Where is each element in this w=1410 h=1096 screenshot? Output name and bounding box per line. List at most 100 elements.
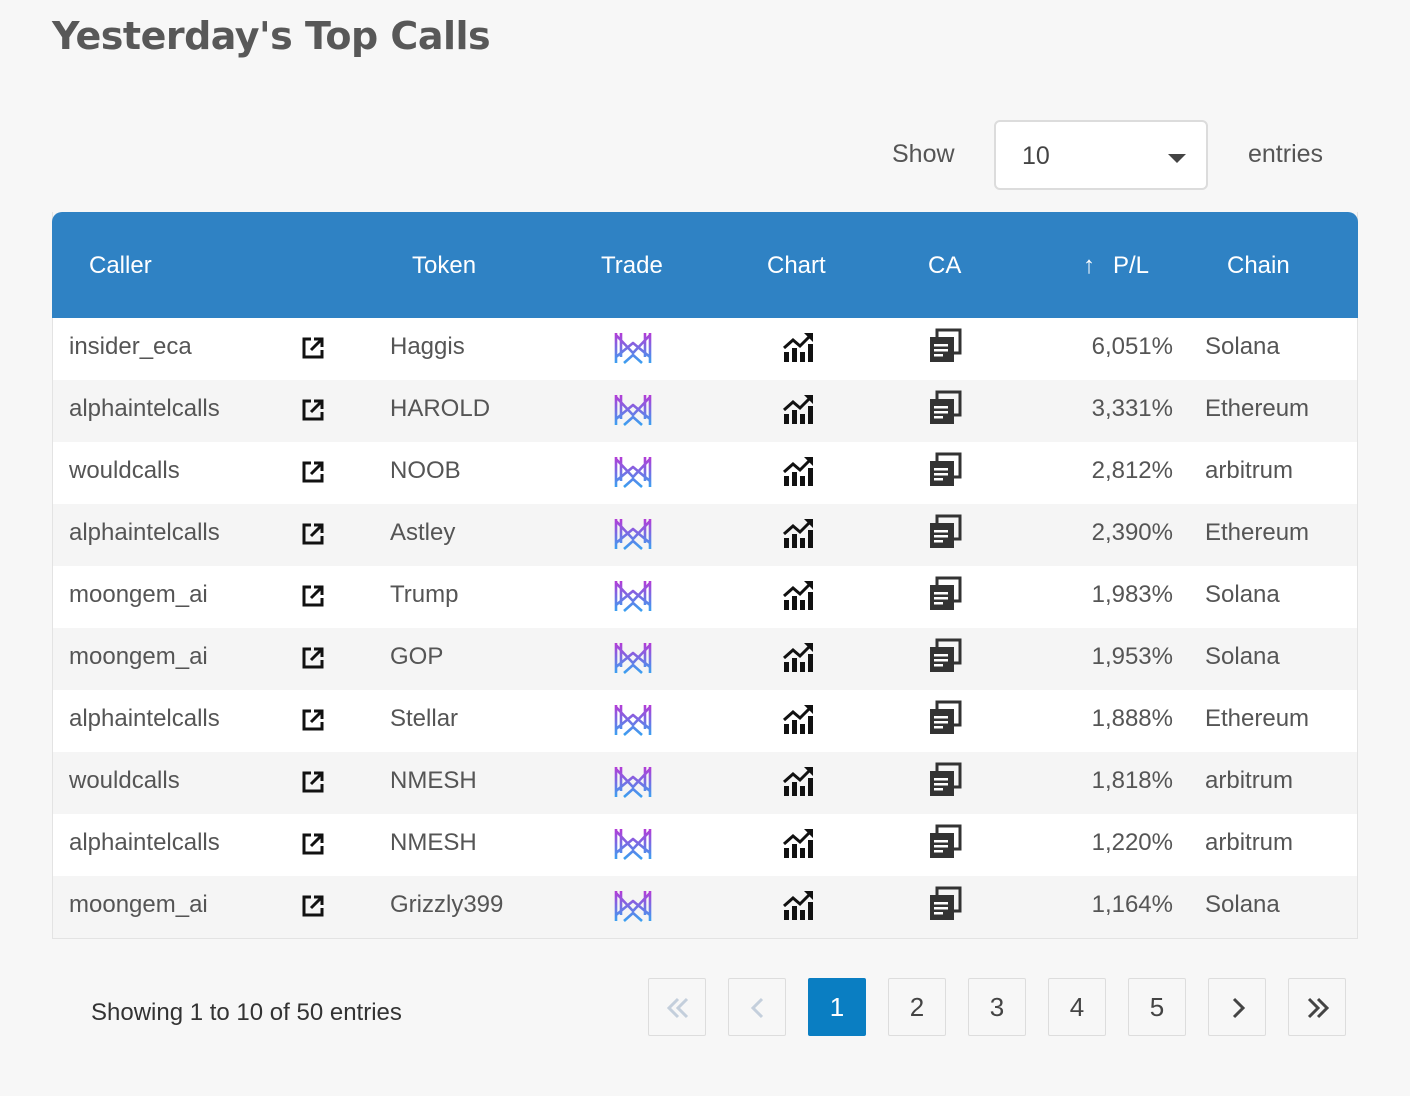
copy-icon[interactable] <box>927 886 963 922</box>
caller-name: moongem_ai <box>69 643 208 670</box>
page-button-5[interactable]: 5 <box>1128 978 1186 1036</box>
chain-name: Solana <box>1205 643 1280 670</box>
token-name: Trump <box>390 581 459 608</box>
copy-icon[interactable] <box>927 452 963 488</box>
chain-name: arbitrum <box>1205 457 1294 484</box>
copy-icon[interactable] <box>927 514 963 550</box>
double-chevron-right-icon <box>1307 997 1330 1019</box>
chain-name: Ethereum <box>1205 705 1310 732</box>
trade-logo-icon[interactable] <box>612 391 654 429</box>
external-link-icon[interactable] <box>299 334 327 362</box>
show-label: Show <box>892 140 955 168</box>
token-name: Grizzly399 <box>390 891 504 918</box>
external-link-icon[interactable] <box>299 396 327 424</box>
chart-icon[interactable] <box>781 826 815 860</box>
caller-name: moongem_ai <box>69 581 208 608</box>
pl-value: 1,953% <box>1091 643 1173 670</box>
pl-value: 1,818% <box>1091 767 1173 794</box>
chart-icon[interactable] <box>781 392 815 426</box>
copy-icon[interactable] <box>927 638 963 674</box>
trade-logo-icon[interactable] <box>612 825 654 863</box>
entries-select[interactable]: 10 <box>994 120 1208 190</box>
page-button-4[interactable]: 4 <box>1048 978 1106 1036</box>
table-row: wouldcalls NOOB 2,812% arbitrum <box>53 442 1357 504</box>
header-caller[interactable]: Caller <box>89 252 152 279</box>
table-info: Showing 1 to 10 of 50 entries <box>91 999 402 1026</box>
external-link-icon[interactable] <box>299 830 327 858</box>
trade-logo-icon[interactable] <box>612 701 654 739</box>
prev-page-button[interactable] <box>728 978 786 1036</box>
copy-icon[interactable] <box>927 700 963 736</box>
external-link-icon[interactable] <box>299 706 327 734</box>
header-chain[interactable]: Chain <box>1227 252 1290 279</box>
external-link-icon[interactable] <box>299 644 327 672</box>
copy-icon[interactable] <box>927 576 963 612</box>
trade-logo-icon[interactable] <box>612 639 654 677</box>
copy-icon[interactable] <box>927 390 963 426</box>
chain-name: Solana <box>1205 333 1280 360</box>
trade-logo-icon[interactable] <box>612 577 654 615</box>
trade-logo-icon[interactable] <box>612 763 654 801</box>
chart-icon[interactable] <box>781 764 815 798</box>
page-button-2[interactable]: 2 <box>888 978 946 1036</box>
chart-icon[interactable] <box>781 640 815 674</box>
copy-icon[interactable] <box>927 762 963 798</box>
external-link-icon[interactable] <box>299 458 327 486</box>
table-row: alphaintelcalls NMESH 1,220% arbitrum <box>53 814 1357 876</box>
trade-logo-icon[interactable] <box>612 887 654 925</box>
calls-table: Caller Token Trade Chart CA ↑ P/L Chain i… <box>52 212 1358 939</box>
page-title: Yesterday's Top Calls <box>52 14 491 58</box>
table-row: moongem_ai GOP 1,953% Solana <box>53 628 1357 690</box>
chart-icon[interactable] <box>781 454 815 488</box>
chart-icon[interactable] <box>781 330 815 364</box>
table-row: insider_eca Haggis 6,051% Solana <box>53 318 1357 380</box>
header-chart[interactable]: Chart <box>767 252 826 279</box>
external-link-icon[interactable] <box>299 768 327 796</box>
header-pl[interactable]: ↑ P/L <box>1083 252 1149 280</box>
entries-label: entries <box>1248 140 1324 168</box>
header-pl-label: P/L <box>1113 252 1150 279</box>
chart-icon[interactable] <box>781 702 815 736</box>
token-name: NOOB <box>390 457 461 484</box>
trade-logo-icon[interactable] <box>612 329 654 367</box>
table-row: alphaintelcalls HAROLD 3,331% Ethereum <box>53 380 1357 442</box>
external-link-icon[interactable] <box>299 582 327 610</box>
header-token[interactable]: Token <box>412 252 477 279</box>
chain-name: arbitrum <box>1205 829 1294 856</box>
chevron-left-icon <box>750 997 764 1019</box>
header-ca[interactable]: CA <box>928 252 962 279</box>
chain-name: Solana <box>1205 581 1280 608</box>
external-link-icon[interactable] <box>299 892 327 920</box>
chart-icon[interactable] <box>781 516 815 550</box>
copy-icon[interactable] <box>927 328 963 364</box>
chain-name: arbitrum <box>1205 767 1294 794</box>
first-page-button[interactable] <box>648 978 706 1036</box>
chart-icon[interactable] <box>781 578 815 612</box>
token-name: Stellar <box>390 705 459 732</box>
chevron-down-icon <box>1168 154 1186 163</box>
double-chevron-left-icon <box>666 997 689 1019</box>
trade-logo-icon[interactable] <box>612 515 654 553</box>
last-page-button[interactable] <box>1288 978 1346 1036</box>
pl-value: 6,051% <box>1091 333 1173 360</box>
token-name: GOP <box>390 643 444 670</box>
copy-icon[interactable] <box>927 824 963 860</box>
table-row: moongem_ai Trump 1,983% Solana <box>53 566 1357 628</box>
caller-name: alphaintelcalls <box>69 705 220 732</box>
header-trade[interactable]: Trade <box>601 252 663 279</box>
caller-name: wouldcalls <box>69 767 180 794</box>
next-page-button[interactable] <box>1208 978 1266 1036</box>
external-link-icon[interactable] <box>299 520 327 548</box>
chain-name: Ethereum <box>1205 395 1310 422</box>
trade-logo-icon[interactable] <box>612 453 654 491</box>
page-button-3[interactable]: 3 <box>968 978 1026 1036</box>
pl-value: 1,164% <box>1091 891 1173 918</box>
pl-value: 2,390% <box>1091 519 1173 546</box>
table-body: insider_eca Haggis 6,051% Solana alphaintelc… <box>53 318 1357 938</box>
token-name: Haggis <box>390 333 465 360</box>
token-name: NMESH <box>390 829 477 856</box>
caller-name: insider_eca <box>69 333 192 360</box>
caller-name: wouldcalls <box>69 457 180 484</box>
chart-icon[interactable] <box>781 888 815 922</box>
page-button-1[interactable]: 1 <box>808 978 866 1036</box>
